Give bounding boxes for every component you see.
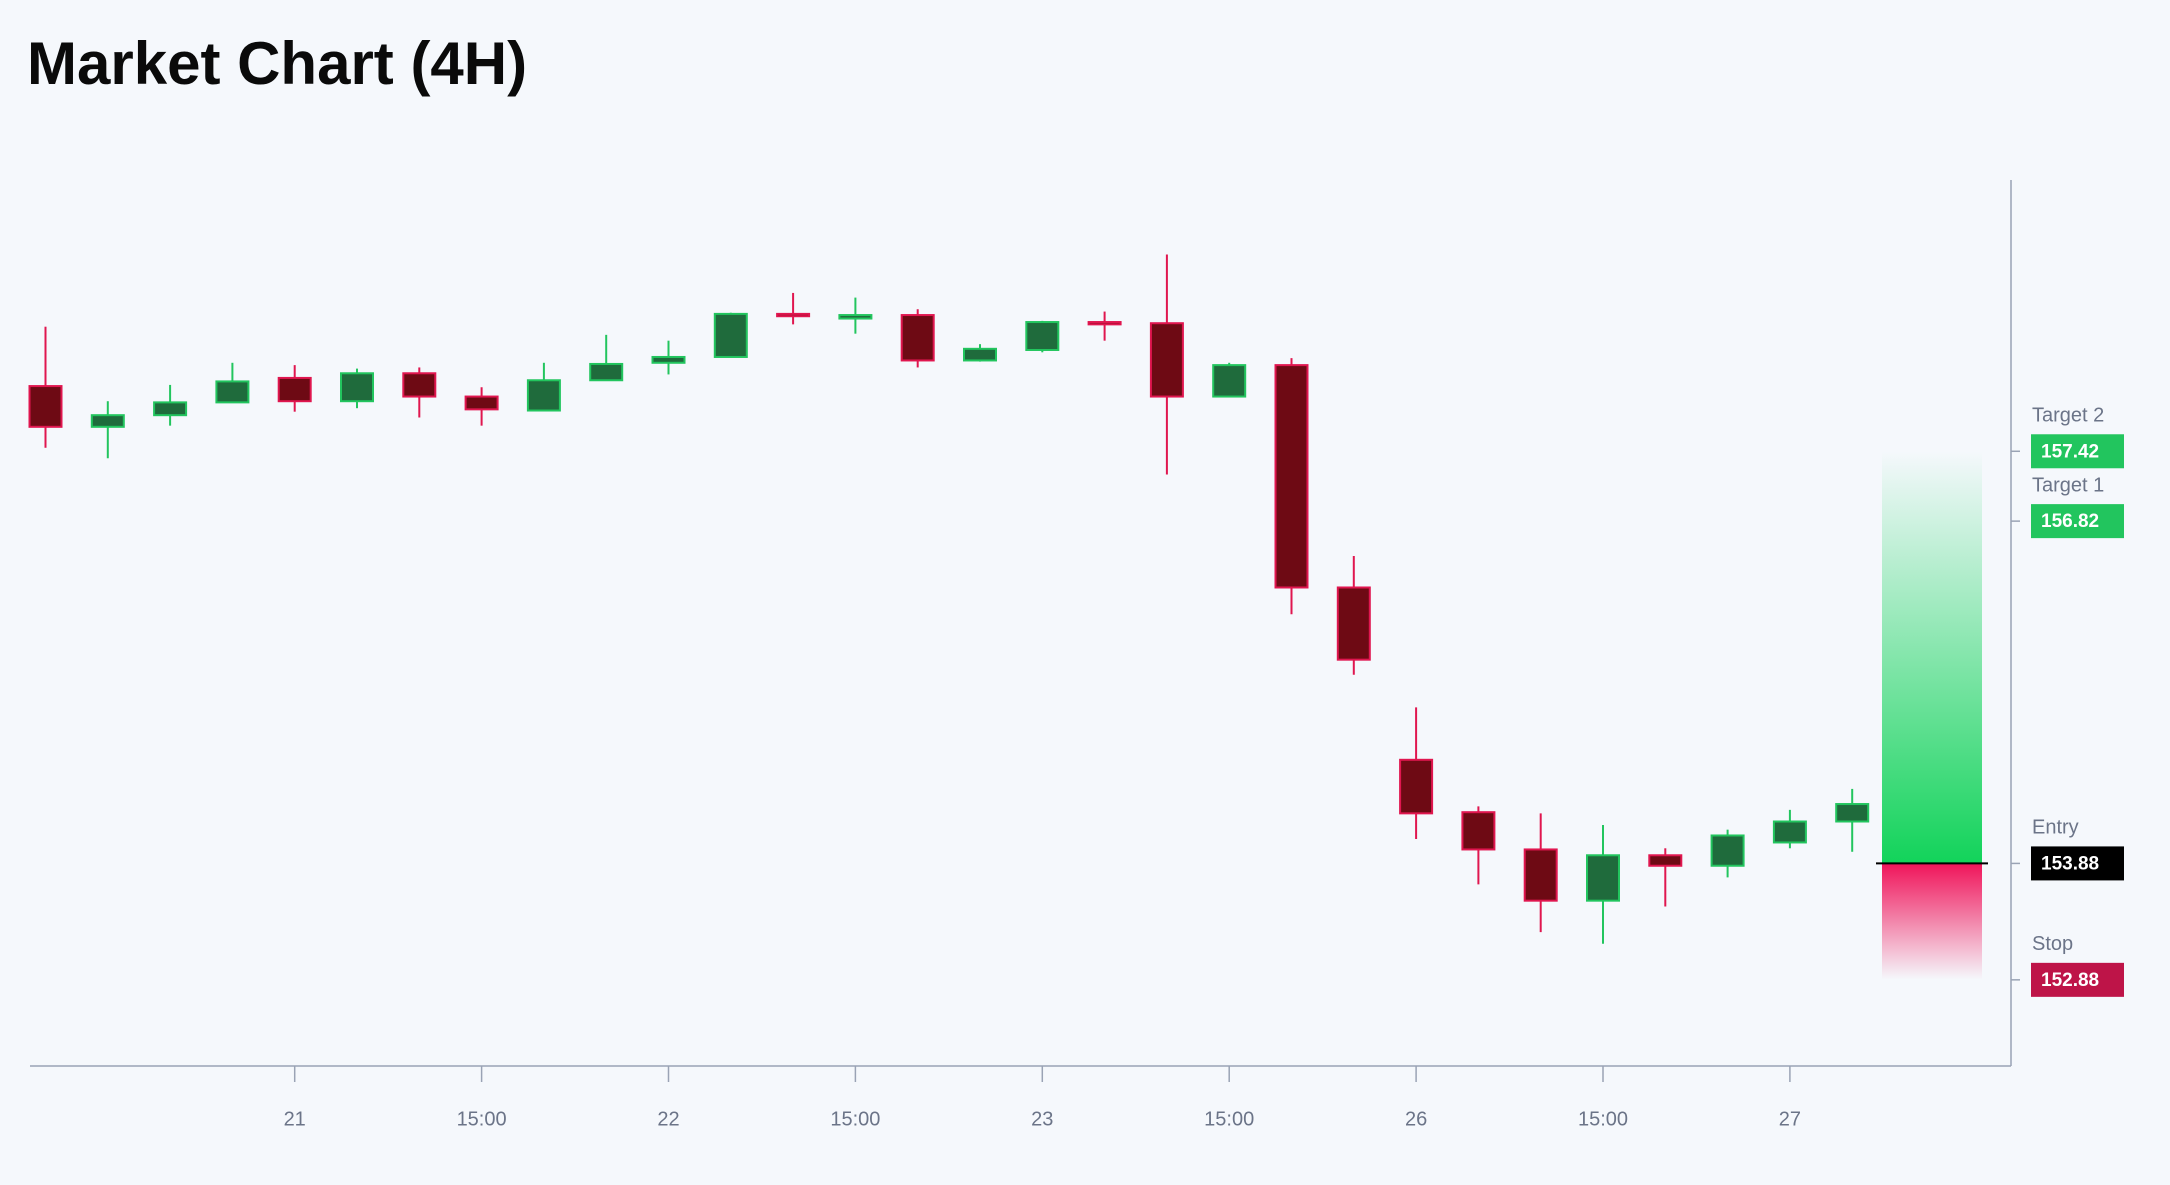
candle-body xyxy=(1274,364,1309,589)
candle-body xyxy=(1336,586,1371,661)
loss-zone xyxy=(1882,863,1982,980)
x-tick-label: 15:00 xyxy=(830,1108,880,1130)
candle-body xyxy=(340,372,374,403)
x-tick-label: 26 xyxy=(1405,1108,1427,1130)
candle-body xyxy=(1835,803,1870,823)
level-badge xyxy=(2031,962,2124,997)
x-tick-label: 15:00 xyxy=(1204,1108,1254,1130)
candle-body xyxy=(215,380,250,404)
level-badge xyxy=(2031,504,2124,539)
candle-body xyxy=(1212,364,1247,398)
x-tick-label: 15:00 xyxy=(457,1108,507,1130)
level-value: 152.88 xyxy=(2041,970,2099,991)
candle-body xyxy=(1461,811,1496,851)
x-tick-label: 15:00 xyxy=(1578,1108,1628,1130)
x-tick-label: 27 xyxy=(1779,1108,1801,1130)
x-tick-label: 22 xyxy=(657,1108,679,1130)
candle-body xyxy=(153,401,188,417)
candle-body xyxy=(277,376,312,403)
level-name: Target 1 xyxy=(2032,474,2104,496)
level-name: Stop xyxy=(2032,933,2073,955)
candle-body xyxy=(1710,834,1745,867)
candle-body xyxy=(963,347,997,362)
level-badge xyxy=(2031,846,2124,881)
x-tick-label: 23 xyxy=(1031,1108,1053,1130)
candle-body xyxy=(526,379,561,412)
candle-body xyxy=(1523,848,1558,902)
gain-zone xyxy=(1882,451,1982,864)
candle-body xyxy=(1149,322,1184,398)
x-tick-label: 21 xyxy=(284,1108,306,1130)
candle-body xyxy=(90,414,125,428)
candle-body xyxy=(1399,758,1434,815)
candle-body xyxy=(1025,321,1060,351)
candle-body xyxy=(1087,321,1122,326)
candle-body xyxy=(1586,854,1620,902)
level-badge xyxy=(2031,434,2124,469)
level-value: 153.88 xyxy=(2041,853,2099,874)
level-value: 157.42 xyxy=(2041,441,2099,462)
candle-body xyxy=(1648,854,1683,867)
candle-body xyxy=(589,362,624,382)
candle-body xyxy=(713,312,748,358)
candle-body xyxy=(1772,820,1807,844)
level-name: Target 2 xyxy=(2032,405,2104,427)
candle-body xyxy=(402,372,437,398)
candle-body xyxy=(900,314,935,362)
chart-title: Market Chart (4H) xyxy=(27,30,527,97)
candle-body xyxy=(28,385,63,428)
candle-body xyxy=(776,312,811,318)
candle-body xyxy=(838,314,873,320)
candle-body xyxy=(464,395,499,411)
level-name: Entry xyxy=(2032,817,2079,839)
candle-body xyxy=(651,355,686,364)
level-value: 156.82 xyxy=(2041,511,2099,532)
